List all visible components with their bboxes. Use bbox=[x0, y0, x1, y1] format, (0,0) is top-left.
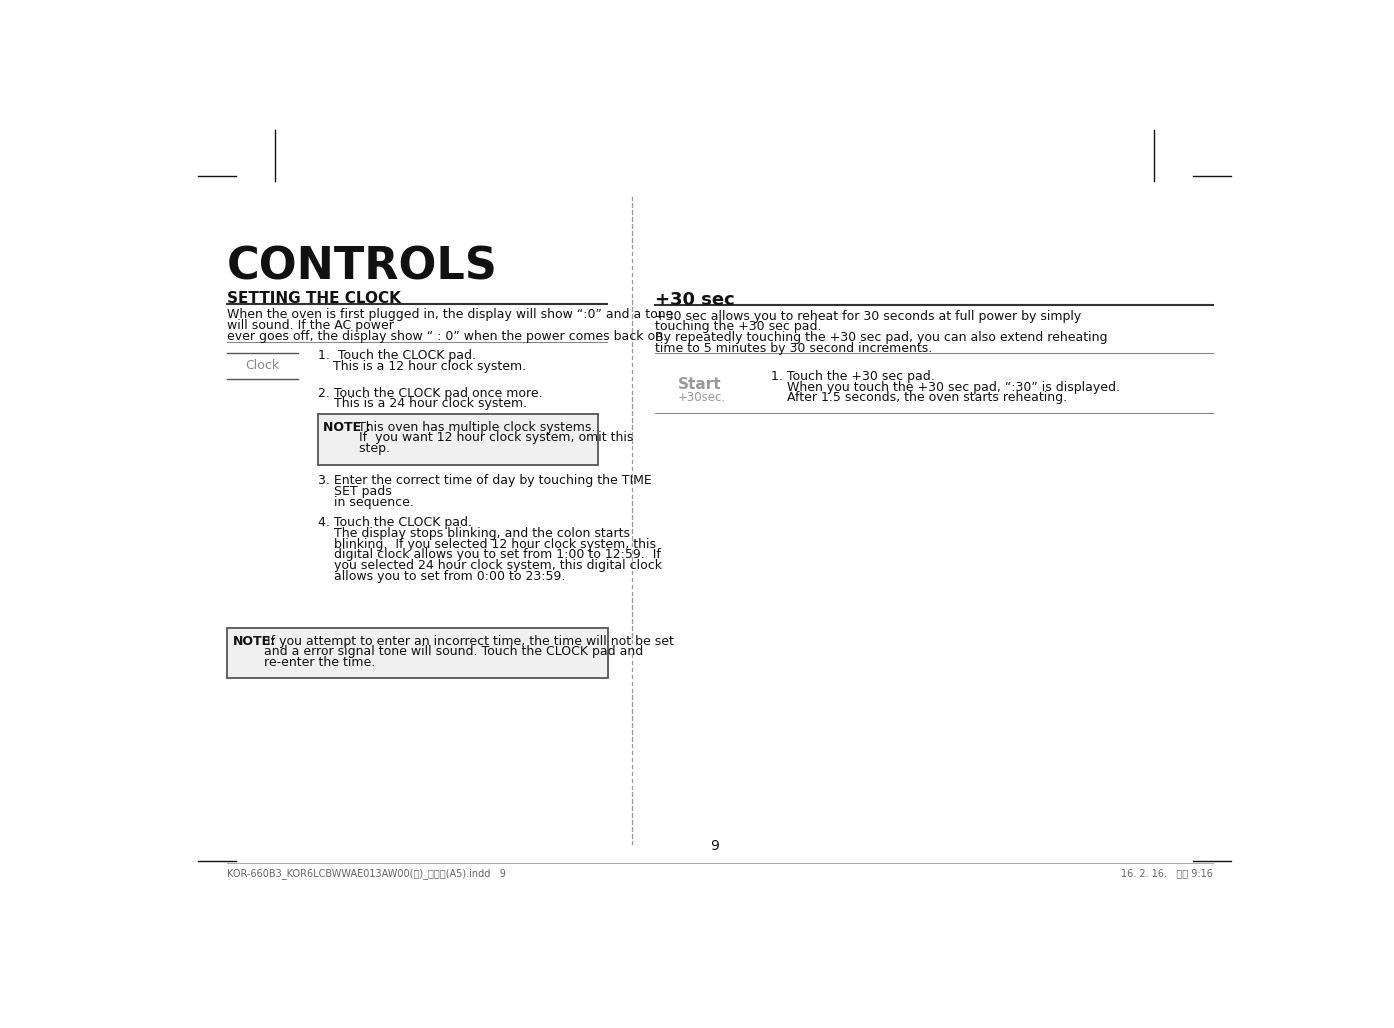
Text: Clock: Clock bbox=[245, 360, 279, 372]
Text: When the oven is first plugged in, the display will show “:0” and a tone: When the oven is first plugged in, the d… bbox=[227, 308, 673, 321]
Text: By repeatedly touching the +30 sec pad, you can also extend reheating: By repeatedly touching the +30 sec pad, … bbox=[655, 331, 1107, 344]
Text: This oven has multiple clock systems.: This oven has multiple clock systems. bbox=[358, 420, 595, 434]
Text: If  you want 12 hour clock system, omit this: If you want 12 hour clock system, omit t… bbox=[323, 432, 633, 444]
Text: The display stops blinking, and the colon starts: The display stops blinking, and the colo… bbox=[318, 526, 630, 540]
Text: +30 sec allows you to reheat for 30 seconds at full power by simply: +30 sec allows you to reheat for 30 seco… bbox=[655, 309, 1080, 323]
Text: 9: 9 bbox=[710, 840, 719, 853]
Text: NOTE :: NOTE : bbox=[323, 420, 371, 434]
Text: allows you to set from 0:00 to 23:59.: allows you to set from 0:00 to 23:59. bbox=[318, 570, 565, 583]
Text: 16. 2. 16.   오전 9:16: 16. 2. 16. 오전 9:16 bbox=[1121, 868, 1213, 878]
Text: This is a 12 hour clock system.: This is a 12 hour clock system. bbox=[333, 360, 527, 373]
Text: ever goes off, the display show “ : 0” when the power comes back on.: ever goes off, the display show “ : 0” w… bbox=[227, 330, 666, 342]
Text: time to 5 minutes by 30 second increments.: time to 5 minutes by 30 second increment… bbox=[655, 342, 933, 355]
Text: After 1.5 seconds, the oven starts reheating.: After 1.5 seconds, the oven starts rehea… bbox=[771, 392, 1068, 404]
Text: +30 sec: +30 sec bbox=[655, 291, 735, 309]
Text: This is a 24 hour clock system.: This is a 24 hour clock system. bbox=[318, 398, 527, 410]
Text: step.: step. bbox=[323, 442, 390, 455]
Text: Start: Start bbox=[677, 377, 722, 393]
Text: 1.  Touch the CLOCK pad.: 1. Touch the CLOCK pad. bbox=[318, 348, 475, 362]
Text: digital clock allows you to set from 1:00 to 12:59.  If: digital clock allows you to set from 1:0… bbox=[318, 548, 661, 561]
Text: touching the +30 sec pad.: touching the +30 sec pad. bbox=[655, 321, 821, 333]
Text: and a error signal tone will sound. Touch the CLOCK pad and: and a error signal tone will sound. Touc… bbox=[233, 646, 644, 658]
Text: When you touch the +30 sec pad, “:30” is displayed.: When you touch the +30 sec pad, “:30” is… bbox=[771, 380, 1119, 394]
Text: CONTROLS: CONTROLS bbox=[227, 245, 498, 288]
Text: KOR-660B3_KOR6LCBWWAE013AW00(영)_미주향(A5).indd   9: KOR-660B3_KOR6LCBWWAE013AW00(영)_미주향(A5).… bbox=[227, 868, 506, 879]
Text: SETTING THE CLOCK: SETTING THE CLOCK bbox=[227, 291, 401, 306]
Text: If you attempt to enter an incorrect time, the time will not be set: If you attempt to enter an incorrect tim… bbox=[263, 634, 675, 648]
Text: blinking.  If you selected 12 hour clock system, this: blinking. If you selected 12 hour clock … bbox=[318, 538, 655, 551]
Text: will sound. If the AC power: will sound. If the AC power bbox=[227, 319, 395, 332]
Text: in sequence.: in sequence. bbox=[318, 497, 414, 509]
Text: you selected 24 hour clock system, this digital clock: you selected 24 hour clock system, this … bbox=[318, 559, 662, 573]
Text: NOTE:: NOTE: bbox=[233, 634, 276, 648]
Text: re-enter the time.: re-enter the time. bbox=[233, 656, 375, 669]
Bar bbox=[227, 628, 608, 677]
Text: SET pads: SET pads bbox=[318, 485, 392, 499]
Text: 4. Touch the CLOCK pad.: 4. Touch the CLOCK pad. bbox=[318, 516, 471, 529]
Text: 1. Touch the +30 sec pad.: 1. Touch the +30 sec pad. bbox=[771, 370, 935, 382]
Text: +30sec.: +30sec. bbox=[677, 392, 726, 404]
Text: 2. Touch the CLOCK pad once more.: 2. Touch the CLOCK pad once more. bbox=[318, 387, 542, 400]
Text: 3. Enter the correct time of day by touching the TIME: 3. Enter the correct time of day by touc… bbox=[318, 475, 651, 487]
Bar bbox=[318, 414, 598, 466]
